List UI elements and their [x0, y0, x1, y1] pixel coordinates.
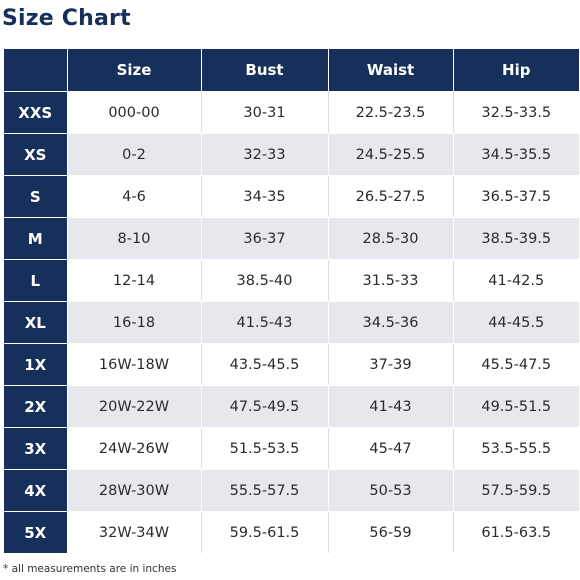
waist-cell: 28.5-30: [328, 217, 454, 260]
row-label: 1X: [4, 343, 68, 386]
size-cell: 0-2: [67, 133, 202, 176]
page-title: Size Chart: [2, 6, 131, 31]
table-row: XL 16-18 41.5-43 34.5-36 44-45.5: [4, 301, 579, 344]
size-cell: 32W-34W: [67, 511, 202, 554]
hip-cell: 49.5-51.5: [453, 385, 579, 428]
row-label: L: [4, 259, 68, 302]
waist-cell: 45-47: [328, 427, 454, 470]
row-label: 3X: [4, 427, 68, 470]
size-cell: 4-6: [67, 175, 202, 218]
column-header-hip: Hip: [453, 49, 579, 92]
bust-cell: 41.5-43: [201, 301, 329, 344]
bust-cell: 55.5-57.5: [201, 469, 329, 512]
waist-cell: 56-59: [328, 511, 454, 554]
size-cell: 16W-18W: [67, 343, 202, 386]
table-row: 2X 20W-22W 47.5-49.5 41-43 49.5-51.5: [4, 385, 579, 428]
waist-cell: 34.5-36: [328, 301, 454, 344]
waist-cell: 50-53: [328, 469, 454, 512]
bust-cell: 47.5-49.5: [201, 385, 329, 428]
row-label: XL: [4, 301, 68, 344]
size-cell: 20W-22W: [67, 385, 202, 428]
corner-cell: [4, 49, 68, 92]
hip-cell: 34.5-35.5: [453, 133, 579, 176]
row-label: 2X: [4, 385, 68, 428]
column-header-size: Size: [67, 49, 202, 92]
bust-cell: 30-31: [201, 91, 329, 134]
bust-cell: 32-33: [201, 133, 329, 176]
row-label: XS: [4, 133, 68, 176]
hip-cell: 36.5-37.5: [453, 175, 579, 218]
hip-cell: 45.5-47.5: [453, 343, 579, 386]
table-row: 1X 16W-18W 43.5-45.5 37-39 45.5-47.5: [4, 343, 579, 386]
row-label: S: [4, 175, 68, 218]
waist-cell: 41-43: [328, 385, 454, 428]
size-cell: 000-00: [67, 91, 202, 134]
size-cell: 16-18: [67, 301, 202, 344]
column-header-waist: Waist: [328, 49, 454, 92]
row-label: 5X: [4, 511, 68, 554]
table-row: 3X 24W-26W 51.5-53.5 45-47 53.5-55.5: [4, 427, 579, 470]
hip-cell: 41-42.5: [453, 259, 579, 302]
hip-cell: 44-45.5: [453, 301, 579, 344]
table-row: XXS 000-00 30-31 22.5-23.5 32.5-33.5: [4, 91, 579, 134]
waist-cell: 26.5-27.5: [328, 175, 454, 218]
waist-cell: 31.5-33: [328, 259, 454, 302]
row-label: XXS: [4, 91, 68, 134]
row-label: M: [4, 217, 68, 260]
hip-cell: 32.5-33.5: [453, 91, 579, 134]
column-header-bust: Bust: [201, 49, 329, 92]
bust-cell: 36-37: [201, 217, 329, 260]
table-row: 5X 32W-34W 59.5-61.5 56-59 61.5-63.5: [4, 511, 579, 554]
size-cell: 8-10: [67, 217, 202, 260]
waist-cell: 22.5-23.5: [328, 91, 454, 134]
size-cell: 24W-26W: [67, 427, 202, 470]
measurement-footnote: * all measurements are in inches: [3, 563, 177, 575]
hip-cell: 57.5-59.5: [453, 469, 579, 512]
bust-cell: 51.5-53.5: [201, 427, 329, 470]
header-row: Size Bust Waist Hip: [4, 49, 579, 92]
table-row: S 4-6 34-35 26.5-27.5 36.5-37.5: [4, 175, 579, 218]
bust-cell: 59.5-61.5: [201, 511, 329, 554]
size-chart-table: Size Bust Waist Hip XXS 000-00 30-31 22.…: [4, 49, 579, 554]
table-row: 4X 28W-30W 55.5-57.5 50-53 57.5-59.5: [4, 469, 579, 512]
table-row: L 12-14 38.5-40 31.5-33 41-42.5: [4, 259, 579, 302]
size-cell: 28W-30W: [67, 469, 202, 512]
bust-cell: 34-35: [201, 175, 329, 218]
hip-cell: 53.5-55.5: [453, 427, 579, 470]
row-label: 4X: [4, 469, 68, 512]
size-cell: 12-14: [67, 259, 202, 302]
hip-cell: 38.5-39.5: [453, 217, 579, 260]
waist-cell: 37-39: [328, 343, 454, 386]
table-row: XS 0-2 32-33 24.5-25.5 34.5-35.5: [4, 133, 579, 176]
bust-cell: 43.5-45.5: [201, 343, 329, 386]
table-row: M 8-10 36-37 28.5-30 38.5-39.5: [4, 217, 579, 260]
bust-cell: 38.5-40: [201, 259, 329, 302]
waist-cell: 24.5-25.5: [328, 133, 454, 176]
hip-cell: 61.5-63.5: [453, 511, 579, 554]
